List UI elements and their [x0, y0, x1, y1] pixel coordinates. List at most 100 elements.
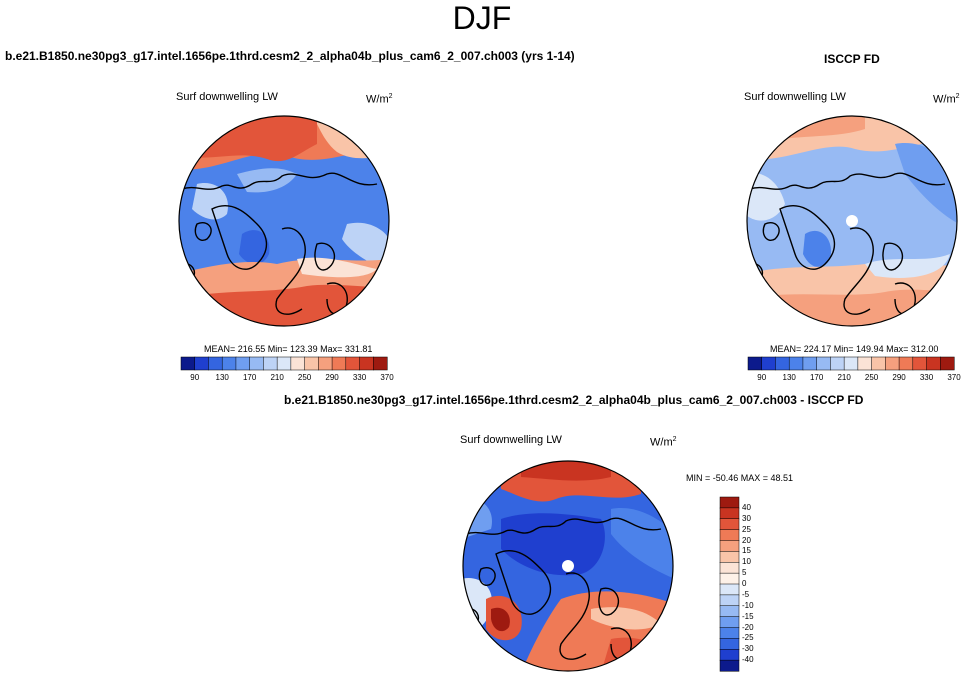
- diff-strong-positive-north: [521, 461, 611, 481]
- model-light-arctic: [237, 168, 297, 193]
- obs-colorbar-swatch: [926, 356, 941, 371]
- diff-colorbar-tick-label: -30: [742, 644, 754, 654]
- model-colorbar-tick-label: 90: [190, 373, 200, 382]
- diff-colorbar: [719, 496, 740, 672]
- model-case-title: b.e21.B1850.ne30pg3_g17.intel.1656pe.1th…: [5, 49, 575, 63]
- diff-colorbar-tick-label: -10: [742, 600, 754, 610]
- model-colorbar-tick-label: 250: [297, 373, 312, 382]
- model-colorbar-tick-label: 290: [325, 373, 339, 382]
- diff-colorbar-tick-label: 0: [742, 579, 747, 588]
- diff-negative-east: [611, 508, 673, 579]
- model-colorbar-swatch: [276, 356, 292, 371]
- diff-colorbar-tick-label: 40: [742, 502, 751, 512]
- diff-colorbar-tick-label: 15: [742, 546, 751, 556]
- diff-colorbar-tick-label: 30: [742, 513, 751, 523]
- obs-variable-label: Surf downwelling LW: [744, 91, 846, 103]
- model-colorbar-swatch: [235, 356, 251, 371]
- model-colorbar-swatch: [304, 356, 319, 371]
- model-colorbar-tick-label: 170: [242, 373, 257, 382]
- obs-colorbar: [747, 356, 955, 371]
- obs-colorbar-swatch: [816, 356, 831, 371]
- model-colorbar-swatch: [290, 356, 306, 371]
- model-map-border: [178, 115, 390, 327]
- model-colorbar-ticks: 90 130 170 210 250 290 330 370: [181, 373, 393, 385]
- model-colorbar-swatch: [318, 356, 333, 371]
- model-dark-greenland: [239, 230, 270, 265]
- obs-units-label: W/m2: [933, 93, 960, 106]
- model-colorbar-tick-label: 130: [215, 373, 229, 382]
- diff-polar-map: [462, 460, 674, 672]
- diff-strong-positive-labrador: [491, 607, 510, 632]
- obs-colorbar-swatch: [898, 356, 914, 371]
- obs-colorbar-tick-label: 170: [809, 373, 824, 382]
- obs-colorbar-swatch: [802, 356, 818, 371]
- obs-colorbar-tick-label: 370: [947, 373, 961, 382]
- model-colorbar-tick-label: 330: [352, 373, 367, 382]
- diff-colorbar-tick-label: 10: [742, 557, 751, 567]
- obs-pole-missing-data: [846, 215, 858, 227]
- diff-variable-label: Surf downwelling LW: [460, 434, 562, 446]
- model-colorbar-tick-label: 210: [270, 373, 284, 382]
- diff-colorbar-tick-label: 25: [742, 524, 751, 534]
- obs-colorbar-tick-label: 210: [837, 373, 851, 382]
- obs-colorbar-swatch: [940, 356, 955, 371]
- obs-colorbar-swatch: [788, 356, 804, 371]
- model-colorbar-swatch: [263, 356, 278, 371]
- obs-polar-map: [746, 115, 958, 327]
- obs-colorbar-tick-label: 290: [892, 373, 906, 382]
- diff-colorbar-tick-label: -40: [742, 655, 754, 665]
- obs-dark-greenland: [803, 230, 831, 268]
- diff-positive-europe: [601, 637, 673, 671]
- obs-colorbar-tick-label: 250: [864, 373, 879, 382]
- model-colorbar-swatch: [345, 356, 361, 371]
- obs-colorbar-ticks: 90 130 170 210 250 290 330 370: [748, 373, 960, 385]
- diff-weak-positive-atlantic: [591, 607, 661, 630]
- model-light-west: [192, 183, 228, 220]
- page-title: DJF: [452, 0, 512, 36]
- model-colorbar-swatch: [359, 356, 374, 371]
- diff-strong-negative-arctic: [501, 513, 605, 576]
- model-colorbar-swatch: [208, 356, 223, 371]
- diff-colorbar-tick-label: -25: [742, 633, 754, 643]
- model-colorbar-swatch: [194, 356, 210, 371]
- obs-map-border: [746, 115, 958, 327]
- diff-map-border: [462, 460, 674, 672]
- obs-colorbar-swatch: [871, 356, 886, 371]
- obs-colorbar-tick-label: 90: [757, 373, 767, 382]
- model-colorbar-swatch: [180, 356, 196, 371]
- obs-case-title: ISCCP FD: [824, 52, 880, 66]
- diff-colorbar-swatch: [719, 659, 740, 672]
- obs-colorbar-swatch: [830, 356, 845, 371]
- model-polar-map: [178, 115, 390, 327]
- obs-colorbar-swatch: [843, 356, 859, 371]
- model-warm-core-north: [179, 116, 317, 162]
- diff-colorbar-tick-label: 5: [742, 568, 747, 578]
- obs-colorbar-swatch: [775, 356, 790, 371]
- model-colorbar-swatch: [331, 356, 347, 371]
- model-stats: MEAN= 216.55 Min= 123.39 Max= 331.81: [204, 344, 373, 354]
- diff-pole-missing-data: [562, 560, 574, 572]
- model-mild-band: [297, 257, 377, 278]
- obs-colorbar-swatch: [747, 356, 763, 371]
- diff-colorbar-tick-label: -20: [742, 622, 754, 632]
- obs-coastlines: [747, 172, 946, 315]
- obs-pale-band: [865, 254, 950, 278]
- model-colorbar: [180, 356, 388, 371]
- diff-case-title: b.e21.B1850.ne30pg3_g17.intel.1656pe.1th…: [284, 393, 864, 407]
- diff-units-label: W/m2: [650, 436, 677, 449]
- diff-colorbar-tick-label: -5: [742, 589, 750, 599]
- model-units-label: W/m2: [366, 93, 393, 106]
- obs-colorbar-tick-label: 130: [782, 373, 796, 382]
- model-colorbar-tick-label: 370: [380, 373, 394, 382]
- model-colorbar-swatch: [373, 356, 388, 371]
- obs-colorbar-swatch: [761, 356, 777, 371]
- obs-colorbar-swatch: [912, 356, 928, 371]
- obs-colorbar-swatch: [857, 356, 873, 371]
- diff-colorbar-ticks: 40 30 25 20 15 10 5 0 -5 -10 -15 -20 -25 -30 -40: [720, 497, 780, 671]
- diff-colorbar-tick-label: 20: [742, 535, 751, 545]
- obs-stats: MEAN= 224.17 Min= 149.94 Max= 312.00: [770, 344, 939, 354]
- obs-colorbar-swatch: [885, 356, 900, 371]
- model-colorbar-swatch: [221, 356, 237, 371]
- model-colorbar-swatch: [249, 356, 264, 371]
- diff-stats: MIN = -50.46 MAX = 48.51: [686, 473, 794, 483]
